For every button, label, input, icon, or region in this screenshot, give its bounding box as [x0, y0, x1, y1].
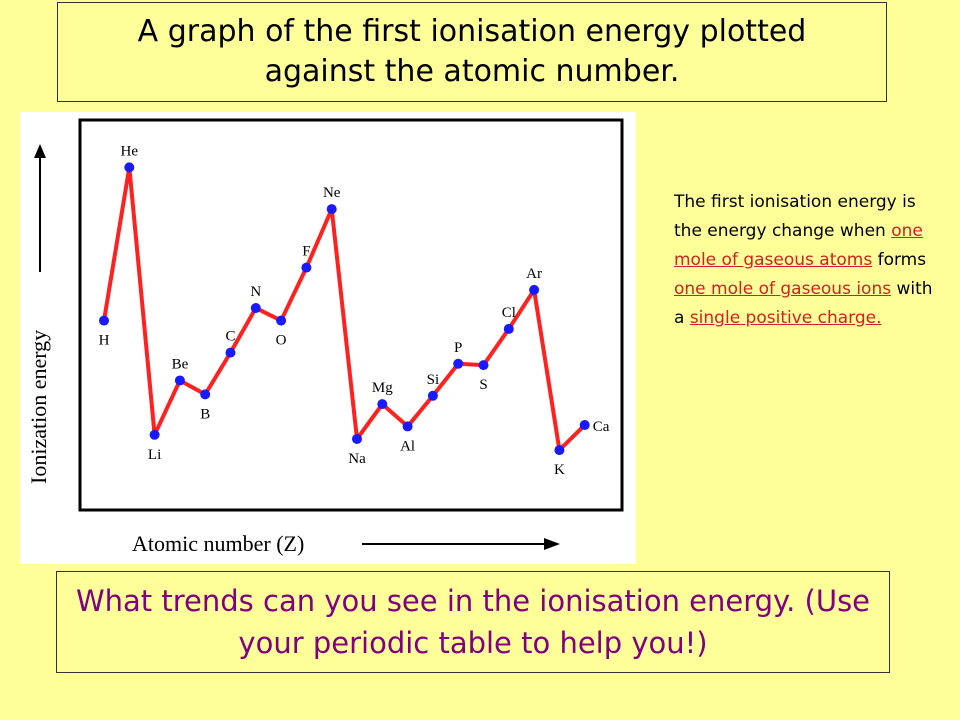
y-axis-arrowhead	[34, 144, 46, 158]
point-label-be: Be	[172, 356, 189, 372]
point-label-b: B	[200, 406, 210, 422]
data-point-be	[174, 375, 185, 386]
data-point-si	[427, 390, 438, 401]
definition-text: The first ionisation energy is the energ…	[674, 188, 936, 333]
definition-part-1: The first ionisation energy is the energ…	[674, 192, 916, 241]
slide-title: A graph of the first ionisation energy p…	[57, 2, 887, 102]
data-point-ne	[326, 204, 337, 215]
point-label-al: Al	[400, 438, 415, 454]
point-label-si: Si	[427, 372, 440, 388]
data-point-h	[99, 315, 109, 326]
point-label-li: Li	[148, 447, 161, 463]
plot-frame	[78, 118, 624, 512]
data-point-f	[301, 262, 312, 273]
data-point-p	[453, 358, 464, 369]
data-point-k	[554, 445, 565, 456]
data-point-n	[250, 303, 261, 314]
series-labels-group: H He Li Be B C N O F Ne Na Mg Al Si P S Cl Ar K Ca	[99, 143, 610, 478]
data-point-b	[200, 389, 211, 400]
x-axis-arrowhead	[544, 538, 560, 550]
point-label-he: He	[121, 143, 139, 159]
question-text: What trends can you see in the ionisatio…	[56, 571, 890, 673]
point-label-na: Na	[348, 451, 366, 467]
data-point-li	[149, 429, 160, 440]
point-label-n: N	[250, 284, 261, 300]
point-label-k: K	[554, 462, 565, 478]
point-label-f: F	[302, 244, 310, 260]
data-point-na	[352, 433, 362, 444]
data-point-mg	[377, 399, 388, 410]
definition-part-3: with a	[674, 279, 933, 328]
data-point-c	[225, 347, 236, 358]
series-points-group	[99, 162, 590, 456]
point-label-mg: Mg	[372, 380, 393, 396]
definition-highlight-atoms: one mole of gaseous atoms	[674, 221, 923, 270]
point-label-p: P	[454, 340, 462, 356]
point-label-cl: Cl	[502, 305, 516, 321]
data-point-o	[276, 315, 287, 326]
ionisation-energy-chart: Ionization energy Atomic number (Z) H He L…	[20, 112, 636, 564]
point-label-ne: Ne	[323, 185, 341, 201]
definition-highlight-ions: one mole of gaseous ions	[674, 279, 892, 299]
data-point-al	[402, 421, 413, 432]
point-label-h: H	[99, 333, 110, 349]
point-label-ar: Ar	[526, 266, 542, 282]
point-label-o: O	[276, 333, 287, 349]
x-axis-label: Atomic number (Z)	[132, 531, 304, 556]
definition-part-2: forms	[872, 250, 927, 270]
data-point-he	[124, 162, 135, 173]
data-point-ca	[579, 420, 590, 431]
y-axis-label: Ionization energy	[26, 330, 51, 484]
data-point-cl	[503, 323, 514, 334]
definition-highlight-charge: single positive charge.	[689, 308, 882, 328]
point-label-c: C	[225, 329, 235, 345]
point-label-ca: Ca	[593, 419, 610, 435]
chart-svg: Ionization energy Atomic number (Z) H He L…	[26, 118, 624, 556]
point-label-s: S	[479, 377, 487, 393]
data-point-ar	[529, 284, 540, 295]
data-point-s	[478, 360, 489, 371]
